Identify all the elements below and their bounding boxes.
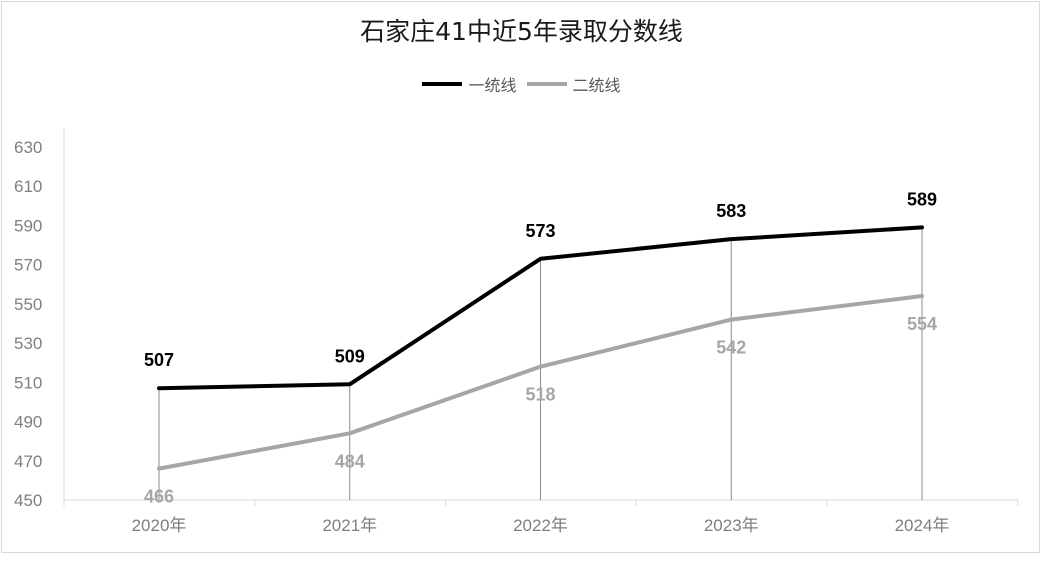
legend: 一统线 二统线	[0, 72, 1043, 96]
data-labels: 507 509 573 583 589 466 484 518 542 554	[144, 189, 937, 506]
y-tick-label: 530	[14, 334, 42, 353]
y-tick-label: 470	[14, 452, 42, 471]
legend-label-series-1: 一统线	[468, 76, 517, 95]
y-tick-label: 550	[14, 295, 42, 314]
legend-item-series-2: 二统线	[526, 72, 621, 96]
legend-label-series-2: 二统线	[572, 76, 621, 95]
x-tick-label: 2022年	[513, 516, 568, 535]
y-axis-labels: 450 470 490 510 530 550 570 590 610 630	[14, 128, 65, 510]
legend-swatch-series-1	[422, 82, 463, 86]
series-line-2	[157, 294, 924, 471]
data-label-series-1: 573	[525, 221, 555, 241]
legend-swatch-series-2	[526, 82, 567, 86]
x-axis: 2020年 2021年 2022年 2023年 2024年	[63, 499, 1019, 535]
data-label-series-2: 518	[525, 385, 555, 405]
x-tick-label: 2021年	[322, 516, 377, 535]
y-tick-label: 570	[14, 256, 42, 275]
x-tick-label: 2020年	[132, 516, 187, 535]
x-tick-label: 2024年	[895, 516, 950, 535]
legend-item-series-1: 一统线	[422, 72, 517, 96]
y-tick-label: 590	[14, 216, 42, 235]
chart-title: 石家庄41中近5年录取分数线	[360, 17, 683, 46]
data-label-series-2: 466	[144, 487, 174, 507]
y-tick-label: 630	[14, 138, 42, 157]
data-label-series-2: 554	[907, 314, 937, 334]
y-tick-label: 490	[14, 413, 42, 432]
data-label-series-2: 484	[335, 451, 365, 471]
data-label-series-2: 542	[716, 338, 746, 358]
series-line-1	[157, 225, 924, 391]
y-tick-label: 510	[14, 373, 42, 392]
data-label-series-1: 509	[335, 346, 365, 366]
y-tick-label: 610	[14, 177, 42, 196]
y-tick-label: 450	[14, 491, 42, 510]
drop-lines	[158, 227, 923, 500]
data-label-series-1: 507	[144, 350, 174, 370]
series-lines	[157, 225, 924, 471]
x-tick-label: 2023年	[704, 516, 759, 535]
chart-frame	[1, 1, 1040, 553]
data-label-series-1: 583	[716, 201, 746, 221]
data-label-series-1: 589	[907, 189, 937, 209]
